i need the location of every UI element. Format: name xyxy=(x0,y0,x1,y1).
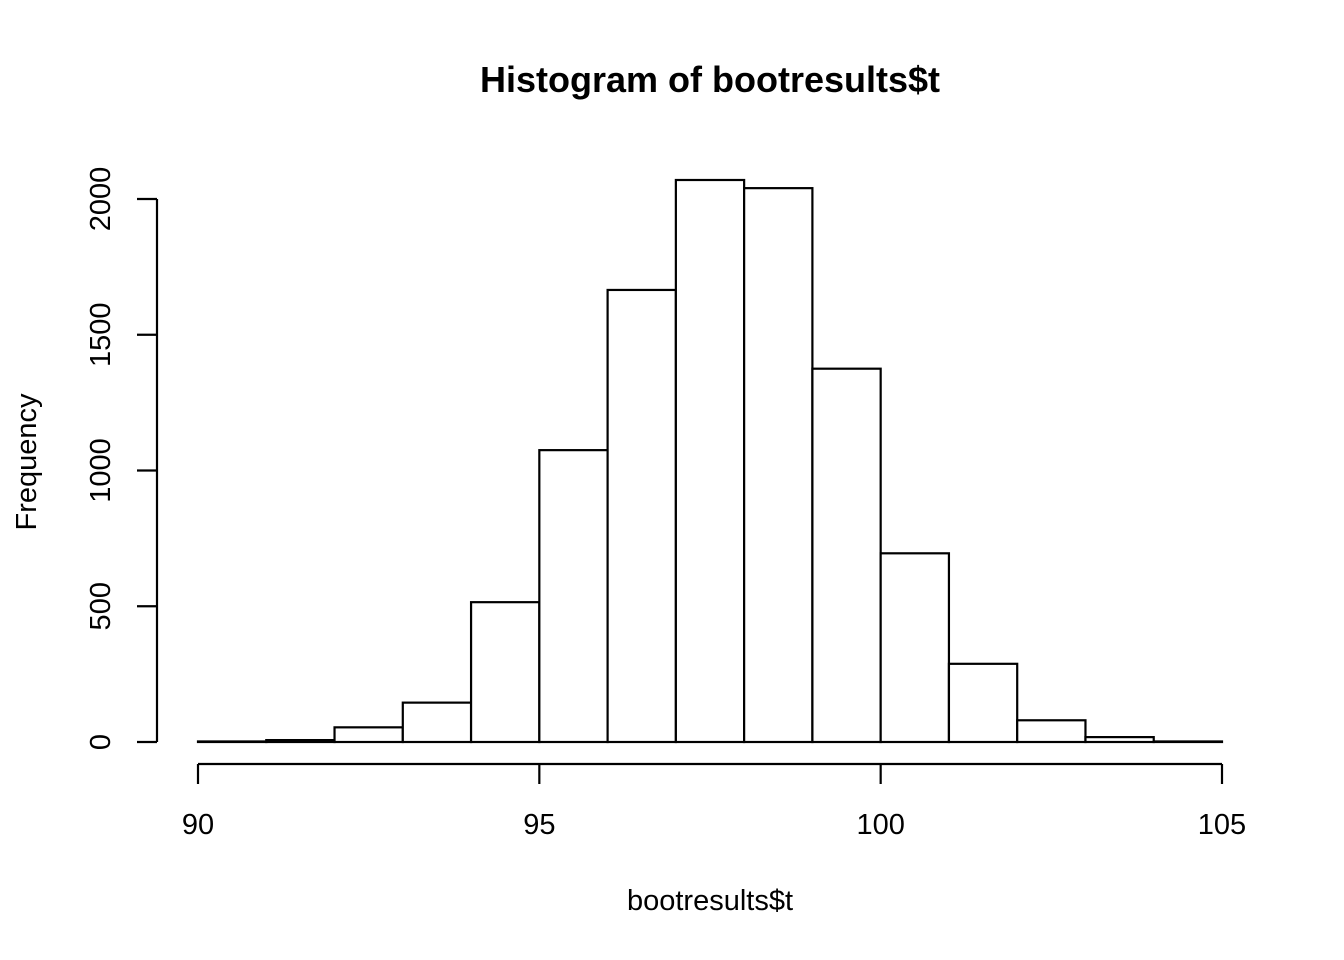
histogram-bar xyxy=(196,740,268,744)
histogram-bar xyxy=(333,726,404,744)
histogram-bar xyxy=(879,552,951,744)
histogram-bar xyxy=(401,701,473,744)
y-tick-label: 0 xyxy=(85,734,117,750)
x-axis-label: bootresults$t xyxy=(627,885,793,917)
y-tick-label: 500 xyxy=(85,582,117,630)
y-tick-label: 2000 xyxy=(85,167,117,232)
y-tick-label: 1500 xyxy=(85,302,117,367)
histogram-bar xyxy=(1152,740,1224,744)
x-tick-label: 100 xyxy=(856,809,904,841)
histogram-bar xyxy=(743,187,814,744)
x-axis: 90 95 100 105 xyxy=(182,762,1246,841)
histogram-bar xyxy=(469,601,541,744)
histogram-bar xyxy=(265,738,336,744)
chart-title: Histogram of bootresults$t xyxy=(480,59,940,100)
x-tick-label: 105 xyxy=(1198,809,1246,841)
bars-group xyxy=(196,178,1224,744)
histogram-bar xyxy=(947,662,1019,744)
histogram-bar xyxy=(538,449,609,744)
histogram-bar xyxy=(1084,736,1155,744)
y-axis: 0 500 1000 1500 2000 xyxy=(85,167,159,750)
x-tick-label: 95 xyxy=(523,809,555,841)
histogram-bar xyxy=(811,367,882,744)
y-axis-label: Frequency xyxy=(11,393,43,531)
x-tick-label: 90 xyxy=(182,809,214,841)
histogram-bar xyxy=(1016,719,1087,744)
y-tick-label: 1000 xyxy=(85,438,117,503)
histogram-bar xyxy=(674,178,746,744)
histogram-bar xyxy=(606,288,677,744)
